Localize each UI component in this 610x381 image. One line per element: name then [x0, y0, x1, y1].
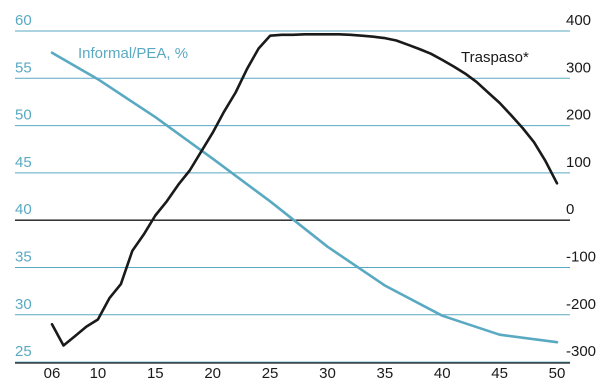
- right-tick-label: -100: [566, 249, 596, 266]
- right-tick-label: 100: [566, 154, 591, 171]
- series-line-informal: [50, 51, 559, 344]
- x-tick-label: 06: [44, 365, 61, 381]
- x-tick-label: 35: [376, 365, 393, 381]
- right-tick-label: 200: [566, 107, 591, 124]
- right-tick-label: 400: [566, 12, 591, 29]
- axis-ticks: 60 55 50 45 40 35 30 25 400 300 200 100 0 -100 -200 -30…: [15, 12, 596, 381]
- right-tick-label: 300: [566, 59, 591, 76]
- x-tick-label: 10: [90, 365, 107, 381]
- left-tick-label: 45: [15, 154, 32, 171]
- series-labels: Informal/PEA, % Traspaso*: [78, 45, 529, 66]
- x-tick-label: 45: [491, 365, 508, 381]
- x-tick-label: 40: [434, 365, 451, 381]
- x-tick-label: 30: [319, 365, 336, 381]
- left-tick-label: 30: [15, 296, 32, 313]
- right-tick-label: -200: [566, 296, 596, 313]
- series-line-traspaso: [50, 32, 559, 347]
- x-tick-label: 20: [204, 365, 221, 381]
- left-tick-label: 40: [15, 201, 32, 218]
- series-label-informal: Informal/PEA, %: [78, 45, 188, 62]
- left-tick-label: 60: [15, 12, 32, 29]
- left-tick-label: 55: [15, 59, 32, 76]
- x-tick-label: 15: [147, 365, 164, 381]
- series: [50, 32, 559, 347]
- series-label-traspaso: Traspaso*: [461, 49, 529, 66]
- left-tick-label: 50: [15, 107, 32, 124]
- x-tick-label: 50: [549, 365, 566, 381]
- left-tick-label: 25: [15, 343, 32, 360]
- right-tick-label: 0: [566, 201, 574, 218]
- right-tick-label: -300: [566, 343, 596, 360]
- x-tick-label: 25: [262, 365, 279, 381]
- left-tick-label: 35: [15, 249, 32, 266]
